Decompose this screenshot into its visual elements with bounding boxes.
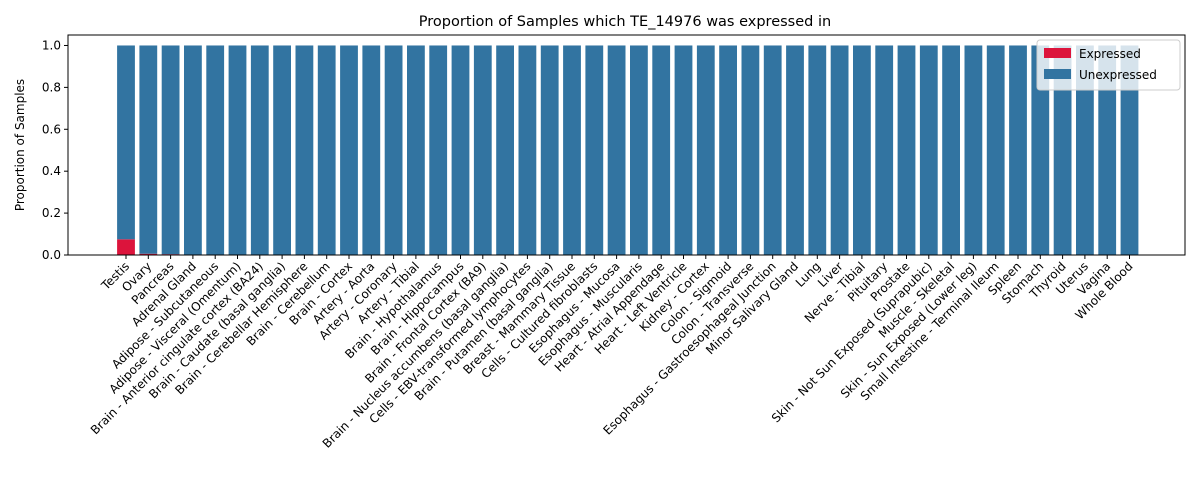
y-tick-label: 0.4	[42, 164, 61, 178]
bar-unexpressed-2	[161, 45, 180, 255]
bar-unexpressed-27	[719, 45, 737, 256]
plot-frame	[67, 34, 1186, 256]
legend: Expressed Unexpressed	[1036, 39, 1181, 91]
bar-unexpressed-9	[317, 45, 336, 256]
bar-unexpressed-33	[853, 45, 871, 256]
bar-unexpressed-34	[875, 45, 894, 256]
bar-unexpressed-12	[384, 45, 403, 256]
bar-unexpressed-23	[630, 45, 648, 256]
bar-unexpressed-19	[540, 45, 559, 256]
bar-unexpressed-14	[429, 45, 448, 256]
bar-unexpressed-38	[964, 45, 983, 256]
bar-unexpressed-22	[607, 45, 626, 256]
bar-expressed-1	[139, 253, 158, 255]
bar-unexpressed-41	[1031, 45, 1050, 256]
bar-unexpressed-7	[273, 45, 291, 256]
legend-label-expressed: Expressed	[1079, 47, 1141, 61]
bar-unexpressed-32	[830, 45, 849, 256]
bar-unexpressed-40	[1009, 45, 1027, 256]
bars-group	[117, 45, 1139, 256]
bar-unexpressed-11	[362, 45, 381, 256]
bar-unexpressed-29	[763, 45, 782, 256]
bar-unexpressed-31	[808, 45, 827, 256]
bar-unexpressed-3	[184, 45, 202, 256]
y-axis-label: Proportion of Samples	[13, 79, 27, 211]
y-tick-label: 0.8	[42, 80, 61, 94]
y-tick-label: 0.2	[42, 206, 61, 220]
bar-unexpressed-26	[696, 45, 715, 256]
bar-unexpressed-5	[228, 45, 247, 256]
bar-unexpressed-1	[139, 45, 158, 254]
bar-unexpressed-0	[117, 45, 135, 240]
bar-unexpressed-28	[741, 45, 760, 256]
bar-unexpressed-8	[295, 45, 314, 256]
bar-unexpressed-37	[942, 45, 960, 256]
bar-unexpressed-18	[518, 45, 537, 256]
bar-unexpressed-16	[473, 45, 492, 256]
bar-unexpressed-20	[563, 45, 581, 256]
bar-unexpressed-44	[1098, 45, 1117, 256]
bar-unexpressed-10	[340, 45, 358, 256]
legend-box	[1036, 39, 1181, 91]
bar-unexpressed-42	[1053, 45, 1072, 256]
y-tick-label: 0.0	[42, 248, 61, 262]
bar-unexpressed-24	[652, 45, 671, 256]
bar-unexpressed-30	[786, 45, 804, 256]
bar-unexpressed-17	[496, 45, 514, 256]
bar-unexpressed-21	[585, 45, 604, 256]
legend-swatch-unexpressed	[1044, 69, 1071, 79]
bar-unexpressed-36	[919, 45, 938, 256]
bar-unexpressed-15	[451, 45, 470, 256]
bar-unexpressed-43	[1076, 45, 1094, 256]
legend-label-unexpressed: Unexpressed	[1079, 68, 1157, 82]
bar-unexpressed-35	[897, 45, 916, 256]
bar-unexpressed-6	[250, 45, 269, 256]
bar-expressed-0	[117, 239, 135, 255]
y-tick-label: 0.6	[42, 122, 61, 136]
bar-unexpressed-13	[407, 45, 425, 256]
legend-swatch-expressed	[1044, 48, 1071, 58]
bar-unexpressed-39	[986, 45, 1005, 256]
bar-unexpressed-45	[1120, 45, 1139, 256]
y-axis: 0.0 0.2 0.4 0.6 0.8 1.0	[42, 38, 68, 262]
y-tick-label: 1.0	[42, 38, 61, 52]
bar-unexpressed-4	[206, 45, 225, 256]
bar-unexpressed-25	[674, 45, 693, 256]
chart-title: Proportion of Samples which TE_14976 was…	[419, 14, 831, 30]
